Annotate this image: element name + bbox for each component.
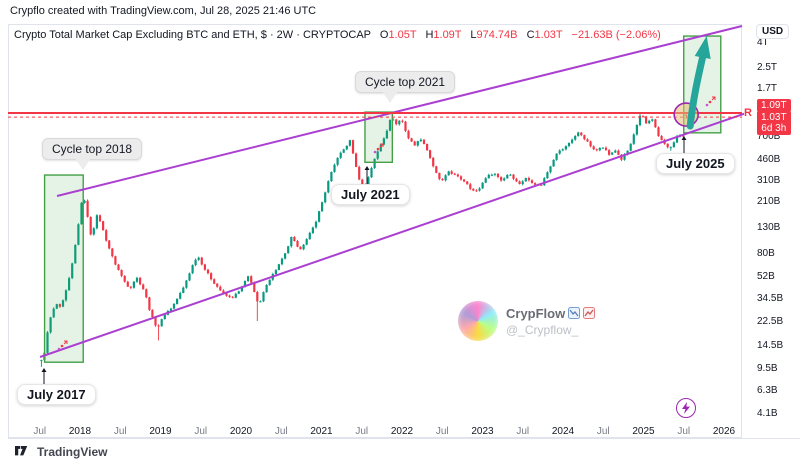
time-tick: 2020 [229,426,253,437]
bar-countdown: 6d 3h [761,123,787,134]
time-tick: 2023 [471,426,494,437]
time-tick: 2025 [632,426,655,437]
time-tick: 2018 [68,426,92,437]
time-tick: 2021 [310,426,333,437]
ohlc-close-value: 1.03T [534,29,563,41]
callout-cycle-top-2021-text: Cycle top 2021 [365,75,446,89]
currency-unit-button[interactable]: USD [756,24,790,39]
time-axis-separator [8,438,800,439]
ohlc-high-key: H [425,29,434,41]
time-tick: Jul [435,426,449,437]
boost-lightning-button[interactable] [676,398,696,418]
callout-cycle-top-2021[interactable]: Cycle top 2021 [355,71,456,103]
price-tick: 460B [757,153,781,165]
price-tick: 310B [757,174,781,186]
sparkle-marker [57,347,61,351]
time-tick: 2026 [712,426,736,437]
trendlines-and-levels[interactable] [8,25,755,358]
price-tick: 210B [757,195,781,207]
price-tick: 22.5B [757,316,784,328]
resistance-price-badge: 1.09T [757,99,791,112]
pill-pointer-arrow [364,166,370,170]
footer-brand-name: TradingView [37,445,108,459]
price-tick: 1.7T [757,83,778,95]
price-tick: 9.5B [757,362,778,374]
sparkle-marker-arrow [379,143,384,148]
ohlc-low-key: L [470,29,477,41]
cycle-2021-box[interactable] [364,111,394,164]
label-july-2017[interactable]: July 2017 [17,384,96,405]
last-price-value: 1.03T [761,112,787,123]
price-tick: 6.3B [757,384,778,396]
ohlc-low-value: 974.74B [476,29,518,41]
lightning-icon [682,402,690,414]
time-tick: 2024 [551,426,575,437]
price-tick: 130B [757,221,781,233]
price-tick: 80B [757,247,775,259]
label-july-2021[interactable]: July 2021 [331,184,410,205]
sparkle-marker [705,103,709,107]
sparkle-marker [60,344,64,348]
price-tick: 52B [757,271,775,282]
footer-brand[interactable]: TradingView [15,445,107,459]
sparkle-marker [376,147,380,151]
chart-up-emoji-icon [583,307,596,319]
overlay-drawings [41,36,716,384]
pill-pointer-arrow [681,136,687,140]
price-tick: 2.5T [757,62,778,74]
watermark: CrypFlow @_Crypflow_ [458,301,596,341]
chart-down-emoji-icon [568,307,581,319]
projection-arrow-head [694,36,711,59]
watermark-name: CrypFlow [506,305,566,321]
snapshot-note: Crypflo created with TradingView.com, Ju… [10,5,317,17]
time-tick: Jul [194,426,208,437]
pill-pointer-arrow [41,368,47,372]
time-tick: Jul [113,426,127,437]
time-tick: Jul [596,426,610,437]
header-bar: Crypflo created with TradingView.com, Ju… [0,0,800,24]
callout-pointer [382,91,398,103]
symbol-legend[interactable]: Crypto Total Market Cap Excluding BTC an… [14,29,661,41]
ohlc-open-key: O [379,29,389,41]
label-july-2025[interactable]: July 2025 [656,153,735,174]
last-price-badge: 1.03T 6d 3h [757,111,791,135]
callout-pointer [75,158,91,170]
price-tick: 14.5B [757,339,784,351]
ohlc-close-key: C [526,29,535,41]
sparkle-marker [708,100,712,104]
time-tick: Jul [274,426,288,437]
price-tick: 34.5B [757,293,784,305]
watermark-handle: @_Crypflow_ [506,322,579,337]
price-tick: 700B [757,130,781,142]
watermark-avatar [458,301,498,341]
sparkle-marker [373,150,377,154]
time-tick: Jul [33,426,47,437]
ohlc-high-value: 1.09T [433,29,462,41]
resistance-line-label[interactable]: R [744,107,752,119]
price-tick: 4.1B [757,407,778,419]
sparkle-marker-arrow [711,96,716,101]
time-tick: Jul [516,426,530,437]
cycle-highlight-boxes[interactable] [43,35,722,363]
chart-panel-border [8,24,742,438]
lower-channel[interactable] [39,110,755,358]
cycle-2018-box[interactable] [43,174,84,363]
callout-cycle-top-2018-text: Cycle top 2018 [52,142,133,156]
tradingview-logo-icon [15,445,28,455]
time-tick: 2022 [390,426,414,437]
time-tick: 2019 [149,426,172,437]
symbol-title: Crypto Total Market Cap Excluding BTC an… [14,29,371,41]
time-tick: Jul [677,426,691,437]
upper-channel[interactable] [56,25,743,197]
ohlc-open-value: 1.05T [388,29,417,41]
change-value: −21.63B (−2.06%) [571,29,661,41]
price-tick: 4T [757,37,769,48]
time-tick: Jul [355,426,369,437]
callout-cycle-top-2018[interactable]: Cycle top 2018 [42,138,143,170]
sparkle-marker-arrow [63,340,68,345]
